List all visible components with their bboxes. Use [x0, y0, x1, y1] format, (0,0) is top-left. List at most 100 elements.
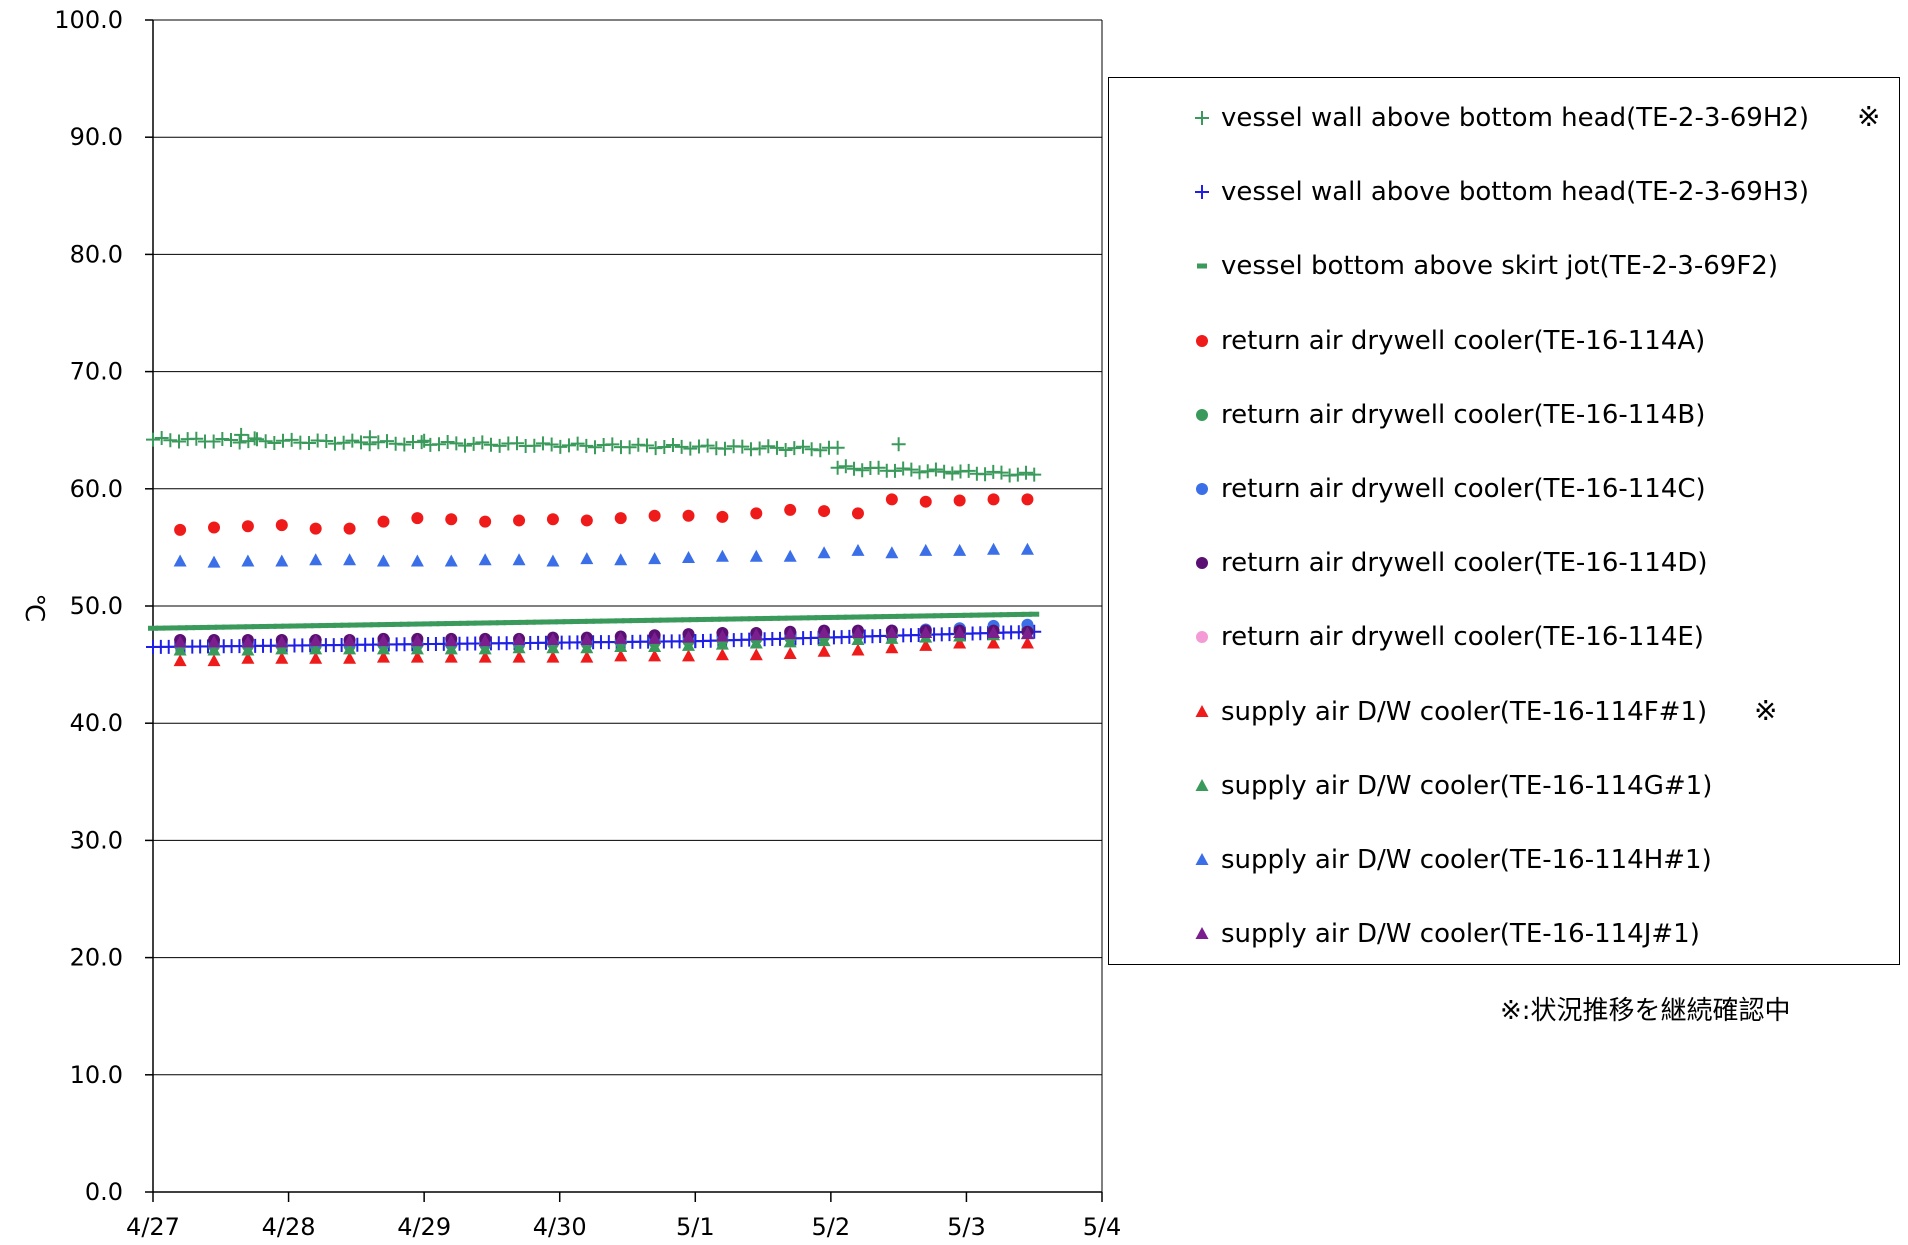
data-point: [483, 437, 498, 452]
data-point: [703, 616, 714, 622]
data-point: [888, 613, 899, 619]
triangle-marker-icon: [1195, 853, 1209, 865]
data-point: [912, 465, 927, 480]
series-2: [148, 611, 1040, 631]
y-tick-label: 80.0: [70, 240, 123, 268]
data-point: [994, 465, 1009, 480]
data-point: [665, 437, 680, 452]
data-point: [795, 439, 810, 454]
data-point: [644, 617, 655, 623]
data-point: [787, 441, 802, 456]
data-point: [410, 634, 424, 647]
data-point: [241, 651, 255, 664]
legend-item: supply air D/W cooler(TE-16-114H#1): [1189, 840, 1712, 880]
data-point: [444, 650, 458, 663]
data-point: [885, 546, 899, 559]
legend-label: return air drywell cooler(TE-16-114A): [1221, 325, 1706, 356]
data-point: [154, 430, 169, 445]
data-point: [577, 618, 588, 624]
data-point: [783, 549, 797, 562]
data-point: [343, 651, 357, 664]
data-point: [347, 622, 358, 628]
series-0: [146, 427, 1042, 483]
legend-label: supply air D/W cooler(TE-16-114F#1): [1221, 696, 1708, 727]
legend-label: supply air D/W cooler(TE-16-114G#1): [1221, 770, 1713, 801]
data-point: [146, 432, 160, 447]
data-point: [918, 613, 929, 619]
data-point: [814, 615, 825, 621]
data-point: [851, 507, 864, 520]
data-point: [674, 439, 689, 454]
legend-marker-shape: [1196, 334, 1208, 347]
legend-note-mark: ※: [1754, 693, 1778, 727]
data-point: [778, 442, 793, 457]
y-tick-label: 20.0: [70, 944, 123, 972]
data-point: [223, 432, 238, 447]
data-point: [421, 621, 432, 627]
data-point: [503, 620, 514, 626]
data-point: [715, 629, 729, 642]
data-point: [547, 619, 558, 625]
data-point: [241, 554, 255, 567]
data-point: [580, 632, 594, 645]
data-point: [733, 616, 744, 622]
data-point: [466, 620, 477, 626]
data-point: [752, 441, 767, 456]
legend-item: return air drywell cooler(TE-16-114D): [1189, 543, 1708, 583]
data-point: [891, 437, 906, 452]
data-point: [762, 615, 773, 621]
data-point: [535, 436, 550, 451]
data-point: [855, 463, 870, 478]
data-point: [682, 550, 696, 563]
data-point: [275, 651, 289, 664]
data-point: [384, 621, 395, 627]
data-point: [978, 467, 993, 482]
data-point: [459, 620, 470, 626]
legend-item: supply air D/W cooler(TE-16-114J#1): [1189, 914, 1700, 954]
x-tick-label: 5/2: [812, 1213, 851, 1241]
data-point: [417, 433, 432, 448]
data-point: [987, 542, 1001, 555]
data-point: [512, 641, 526, 654]
data-point: [648, 640, 662, 653]
data-point: [343, 634, 357, 647]
data-point: [1006, 612, 1017, 618]
data-point: [436, 621, 447, 627]
data-point: [440, 434, 455, 449]
legend-item: vessel wall above bottom head(TE-2-3-69H…: [1189, 172, 1809, 212]
y-tick-label: 100.0: [54, 6, 123, 34]
data-point: [376, 650, 390, 663]
data-point: [953, 494, 966, 507]
legend-marker-shape: [1196, 408, 1208, 421]
data-point: [858, 614, 869, 620]
data-point: [492, 438, 507, 453]
footnote: ※:状況推移を継続確認中: [1500, 996, 1791, 1026]
data-point: [410, 650, 424, 663]
data-point: [410, 554, 424, 567]
data-point: [397, 437, 412, 452]
data-point: [851, 625, 865, 638]
data-point: [587, 440, 602, 455]
data-point: [651, 617, 662, 623]
data-point: [414, 621, 425, 627]
data-point: [851, 643, 865, 656]
data-point: [546, 641, 560, 654]
data-point: [579, 438, 594, 453]
data-point: [414, 435, 429, 450]
data-point: [953, 625, 967, 638]
data-point: [207, 654, 221, 667]
data-point: [296, 623, 307, 629]
data-point: [851, 614, 862, 620]
data-point: [340, 622, 351, 628]
data-point: [319, 434, 334, 449]
data-point: [478, 553, 492, 566]
data-point: [162, 625, 173, 631]
data-point: [717, 441, 732, 456]
series-3: [174, 493, 1034, 536]
data-point: [214, 624, 225, 630]
triangle-marker-icon: [1195, 778, 1209, 791]
legend-marker-shape: [1196, 557, 1208, 570]
data-point: [987, 636, 1001, 649]
data-point: [621, 618, 632, 624]
data-point: [657, 439, 672, 454]
